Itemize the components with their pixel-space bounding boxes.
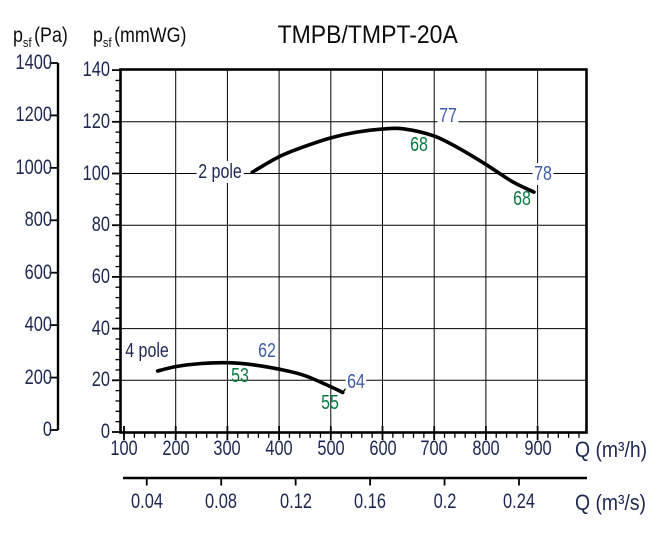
pa-axis-symbol: p (13, 24, 23, 47)
efficiency-label: 78 (532, 163, 554, 186)
y2-tick-label: 1000 (15, 155, 52, 179)
y2-tick-label: 200 (24, 365, 52, 389)
mmwg-axis-symbol: p (93, 24, 103, 47)
y2-tick-label: 1400 (15, 51, 52, 74)
curve-2-pole (250, 126, 536, 194)
efficiency-label: 53 (230, 364, 249, 387)
series-label: 2 pole (196, 160, 244, 183)
y-tick-label: 140 (82, 58, 110, 82)
y-tick-label: 0 (100, 420, 110, 443)
efficiency-label: 77 (437, 104, 459, 127)
x2-tick-label: 0.24 (503, 490, 535, 513)
x2-tick-label: 0.2 (433, 490, 456, 513)
x2-tick-label: 0.08 (205, 490, 238, 513)
pa-axis-title: psf (Pa) (13, 24, 68, 50)
efficiency-label: 55 (321, 392, 340, 415)
x-tick-label: 100 (110, 437, 138, 460)
x-tick-label: 700 (420, 437, 448, 460)
chart-title: TMPB/TMPT-20A (277, 21, 458, 49)
series-label: 4 pole (124, 340, 169, 363)
x-axis-unit-m3s: Q (m³/s) (575, 490, 646, 515)
mmwg-axis-subscript: sf (102, 35, 112, 51)
mmwg-axis-title: psf (mmWG) (93, 24, 186, 50)
y2-tick-label: 1200 (15, 103, 52, 127)
x-tick-label: 300 (213, 437, 242, 460)
x2-tick-label: 0.04 (130, 490, 163, 513)
efficiency-label: 62 (258, 340, 277, 363)
x-tick-label: 800 (472, 437, 500, 460)
y2-tick-label: 800 (24, 208, 52, 232)
x-tick-label: 500 (317, 437, 345, 460)
x-tick-label: 400 (265, 437, 293, 460)
y2-tick-label: 400 (24, 313, 52, 337)
x-axis-unit-m3h: Q (m³/h) (575, 437, 648, 462)
y-tick-label: 100 (82, 161, 110, 185)
y-tick-label: 20 (91, 368, 110, 392)
efficiency-label: 68 (410, 134, 429, 157)
y2-tick-label: 600 (24, 260, 52, 284)
x-tick-label: 600 (368, 437, 397, 460)
x2-tick-label: 0.12 (279, 490, 312, 513)
y-tick-label: 120 (82, 109, 110, 133)
curve-4-pole (155, 360, 345, 395)
y-tick-label: 80 (91, 213, 110, 237)
y-tick-label: 60 (91, 264, 110, 288)
efficiency-label: 64 (345, 371, 367, 394)
y-tick-label: 40 (91, 316, 110, 340)
mmwg-axis-unit: (mmWG) (114, 24, 187, 47)
pa-axis-subscript: sf (22, 35, 32, 51)
x-tick-label: 900 (523, 437, 552, 460)
plot-border (119, 68, 588, 434)
x-tick-label: 200 (162, 437, 190, 460)
pa-axis-unit: (Pa) (34, 24, 68, 47)
x2-tick-label: 0.16 (354, 490, 387, 513)
y2-tick-label: 0 (42, 418, 52, 441)
efficiency-label: 68 (513, 188, 531, 211)
